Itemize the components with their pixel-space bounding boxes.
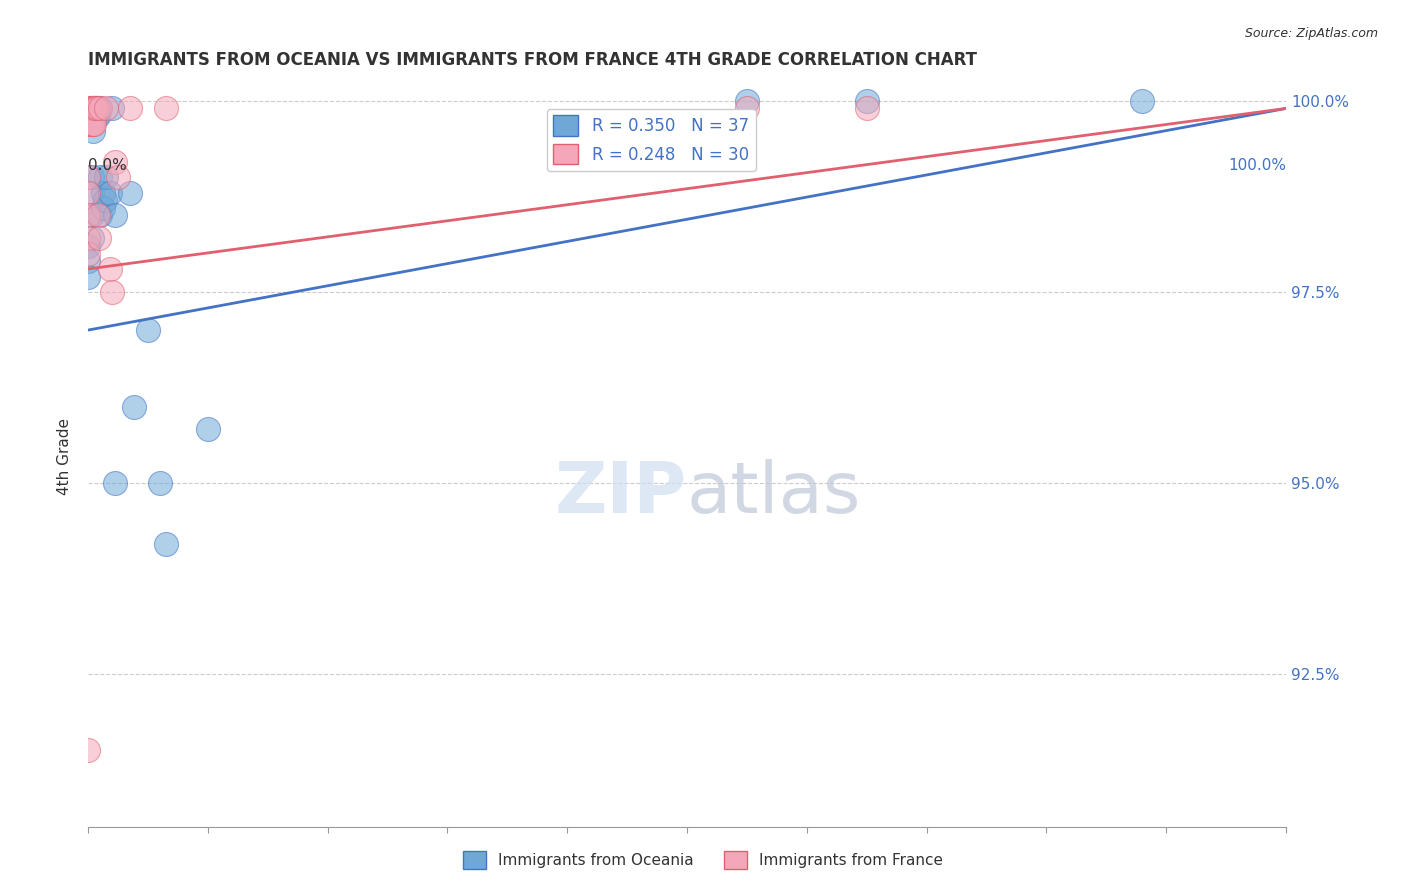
Point [101,102,124,116]
Point [86,102,108,116]
Point [103,209,125,223]
Point [79,102,101,116]
Point [855,102,877,116]
Point [82,117,104,131]
Point [94,193,117,207]
Point [80,102,103,116]
Point [89,170,111,185]
Point [80,209,103,223]
Point [87,231,110,245]
Point [77,254,100,268]
Point [87,109,110,123]
Point [86,102,108,116]
Point [149,475,172,490]
Point [89,102,111,116]
Point [83,109,105,123]
Point [103,155,125,169]
Point [98,186,121,200]
Point [136,323,159,337]
Point [79,102,101,116]
Point [855,94,877,108]
Point [84,102,107,116]
Point [735,94,758,108]
Point [120,102,142,116]
Point [87,102,110,116]
Y-axis label: 4th Grade: 4th Grade [58,417,72,495]
Text: atlas: atlas [688,458,862,528]
Point [79,117,101,131]
Point [107,170,129,185]
Legend: Immigrants from Oceania, Immigrants from France: Immigrants from Oceania, Immigrants from… [457,845,949,875]
Point [77,246,100,260]
Point [155,537,177,551]
Point [86,109,108,123]
Point [82,109,104,123]
Point [82,102,104,116]
Point [77,186,100,200]
Point [80,186,103,200]
Point [83,117,105,131]
Point [79,117,101,131]
Point [77,269,100,284]
Point [83,102,105,116]
Point [77,231,100,245]
Text: 100.0%: 100.0% [1227,158,1286,173]
Text: 0.0%: 0.0% [89,158,127,173]
Point [101,285,124,299]
Point [94,102,117,116]
Point [84,109,107,123]
Point [77,239,100,253]
Point [82,124,104,138]
Point [77,209,100,223]
Point [77,743,100,757]
Point [120,186,142,200]
Point [91,201,114,215]
Point [80,117,103,131]
Point [122,400,145,414]
Point [84,102,107,116]
Text: Source: ZipAtlas.com: Source: ZipAtlas.com [1244,27,1378,40]
Point [94,170,117,185]
Point [197,422,219,436]
Point [87,209,110,223]
Text: ZIP: ZIP [555,458,688,528]
Point [735,102,758,116]
Point [80,170,103,185]
Point [80,231,103,245]
Point [87,102,110,116]
Point [98,261,121,276]
Point [1130,94,1153,108]
Point [155,102,177,116]
Point [83,102,105,116]
Legend: R = 0.350   N = 37, R = 0.248   N = 30: R = 0.350 N = 37, R = 0.248 N = 30 [547,109,755,171]
Point [91,186,114,200]
Point [89,209,111,223]
Text: IMMIGRANTS FROM OCEANIA VS IMMIGRANTS FROM FRANCE 4TH GRADE CORRELATION CHART: IMMIGRANTS FROM OCEANIA VS IMMIGRANTS FR… [89,51,977,69]
Point [103,475,125,490]
Point [77,170,100,185]
